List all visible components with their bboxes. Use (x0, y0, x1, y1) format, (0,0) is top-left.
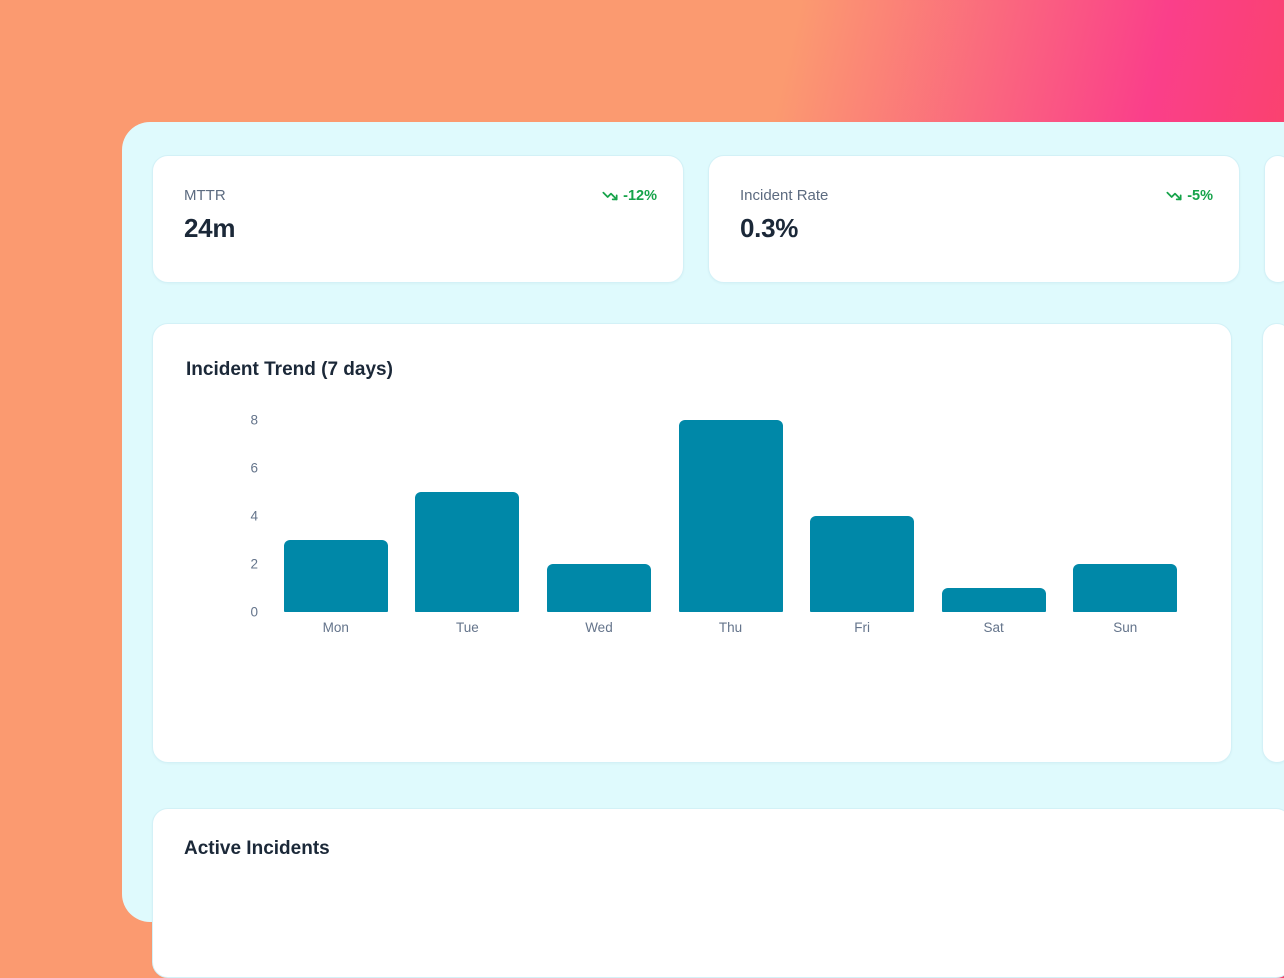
trending-down-icon (602, 191, 618, 200)
incident-trend-card: Incident Trend (7 days) 0 2 4 6 8 Mon Tue Wed T… (152, 323, 1232, 763)
bar-mon[interactable] (283, 540, 388, 612)
kpi-trend-value: -5% (1187, 187, 1213, 204)
kpi-trend-badge: -12% (602, 188, 657, 204)
bar-slot (533, 420, 665, 612)
kpi-card-clipped (1264, 155, 1284, 283)
bar-sun[interactable] (1073, 564, 1178, 612)
x-tick-label: Thu (718, 620, 743, 635)
side-card-clipped (1262, 323, 1284, 763)
active-incidents-title: Active Incidents (184, 838, 330, 859)
x-tick-label: Sat (983, 620, 1004, 635)
kpi-trend-value: -12% (623, 187, 657, 204)
kpi-trend-badge: -5% (1166, 188, 1213, 204)
dashboard-panel: MTTR -12% 24m Incident Rate -5% 0.3% Inc… (122, 122, 1284, 978)
y-tick-label: 6 (250, 460, 258, 476)
bar-slot (796, 420, 928, 612)
bars-area (270, 420, 1191, 612)
chart-row: Incident Trend (7 days) 0 2 4 6 8 Mon Tue Wed T… (152, 323, 1284, 763)
bar-tue[interactable] (415, 492, 520, 612)
x-tick-label: Sun (1113, 620, 1138, 635)
y-tick-label: 2 (250, 556, 258, 572)
kpi-row: MTTR -12% 24m Incident Rate -5% 0.3% (152, 155, 1284, 283)
bar-slot (665, 420, 797, 612)
x-tick-label: Wed (585, 620, 613, 635)
kpi-label: Incident Rate (740, 187, 829, 204)
bar-slot (1059, 420, 1191, 612)
y-tick-label: 4 (250, 508, 258, 524)
bar-slot (270, 420, 402, 612)
kpi-card-header: Incident Rate -5% (740, 187, 1213, 204)
bar-fri[interactable] (810, 516, 915, 612)
x-tick-label: Fri (854, 620, 870, 635)
bar-thu[interactable] (678, 420, 783, 612)
y-axis: 0 2 4 6 8 (153, 413, 258, 620)
bar-wed[interactable] (546, 564, 651, 612)
bar-chart: 0 2 4 6 8 (153, 413, 1231, 620)
bar-sat[interactable] (941, 588, 1046, 612)
y-tick-label: 0 (250, 604, 258, 620)
active-incidents-card: Active Incidents (152, 808, 1284, 978)
x-axis: Mon Tue Wed Thu Fri Sat Sun (270, 620, 1191, 636)
bar-slot (402, 420, 534, 612)
x-tick-label: Mon (322, 620, 349, 635)
kpi-card-header: MTTR -12% (184, 187, 657, 204)
kpi-card-mttr: MTTR -12% 24m (152, 155, 684, 283)
kpi-value: 0.3% (740, 213, 799, 243)
kpi-label: MTTR (184, 187, 226, 204)
y-tick-label: 8 (250, 412, 258, 428)
kpi-value: 24m (184, 213, 236, 243)
bar-slot (928, 420, 1060, 612)
kpi-card-incident-rate: Incident Rate -5% 0.3% (708, 155, 1240, 283)
chart-title: Incident Trend (7 days) (186, 359, 393, 380)
trending-down-icon (1166, 191, 1182, 200)
x-tick-label: Tue (455, 620, 479, 635)
